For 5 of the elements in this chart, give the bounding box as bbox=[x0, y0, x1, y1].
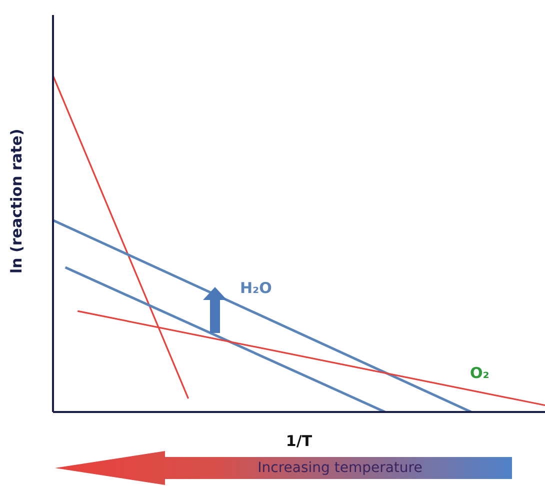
x-axis-title: 1/T bbox=[286, 432, 313, 450]
annotation: H₂O bbox=[240, 279, 272, 297]
y-axis-title: ln (reaction rate) bbox=[7, 128, 26, 274]
annotation: O₂ bbox=[470, 364, 490, 382]
text: Increasing temperature bbox=[256, 459, 424, 478]
